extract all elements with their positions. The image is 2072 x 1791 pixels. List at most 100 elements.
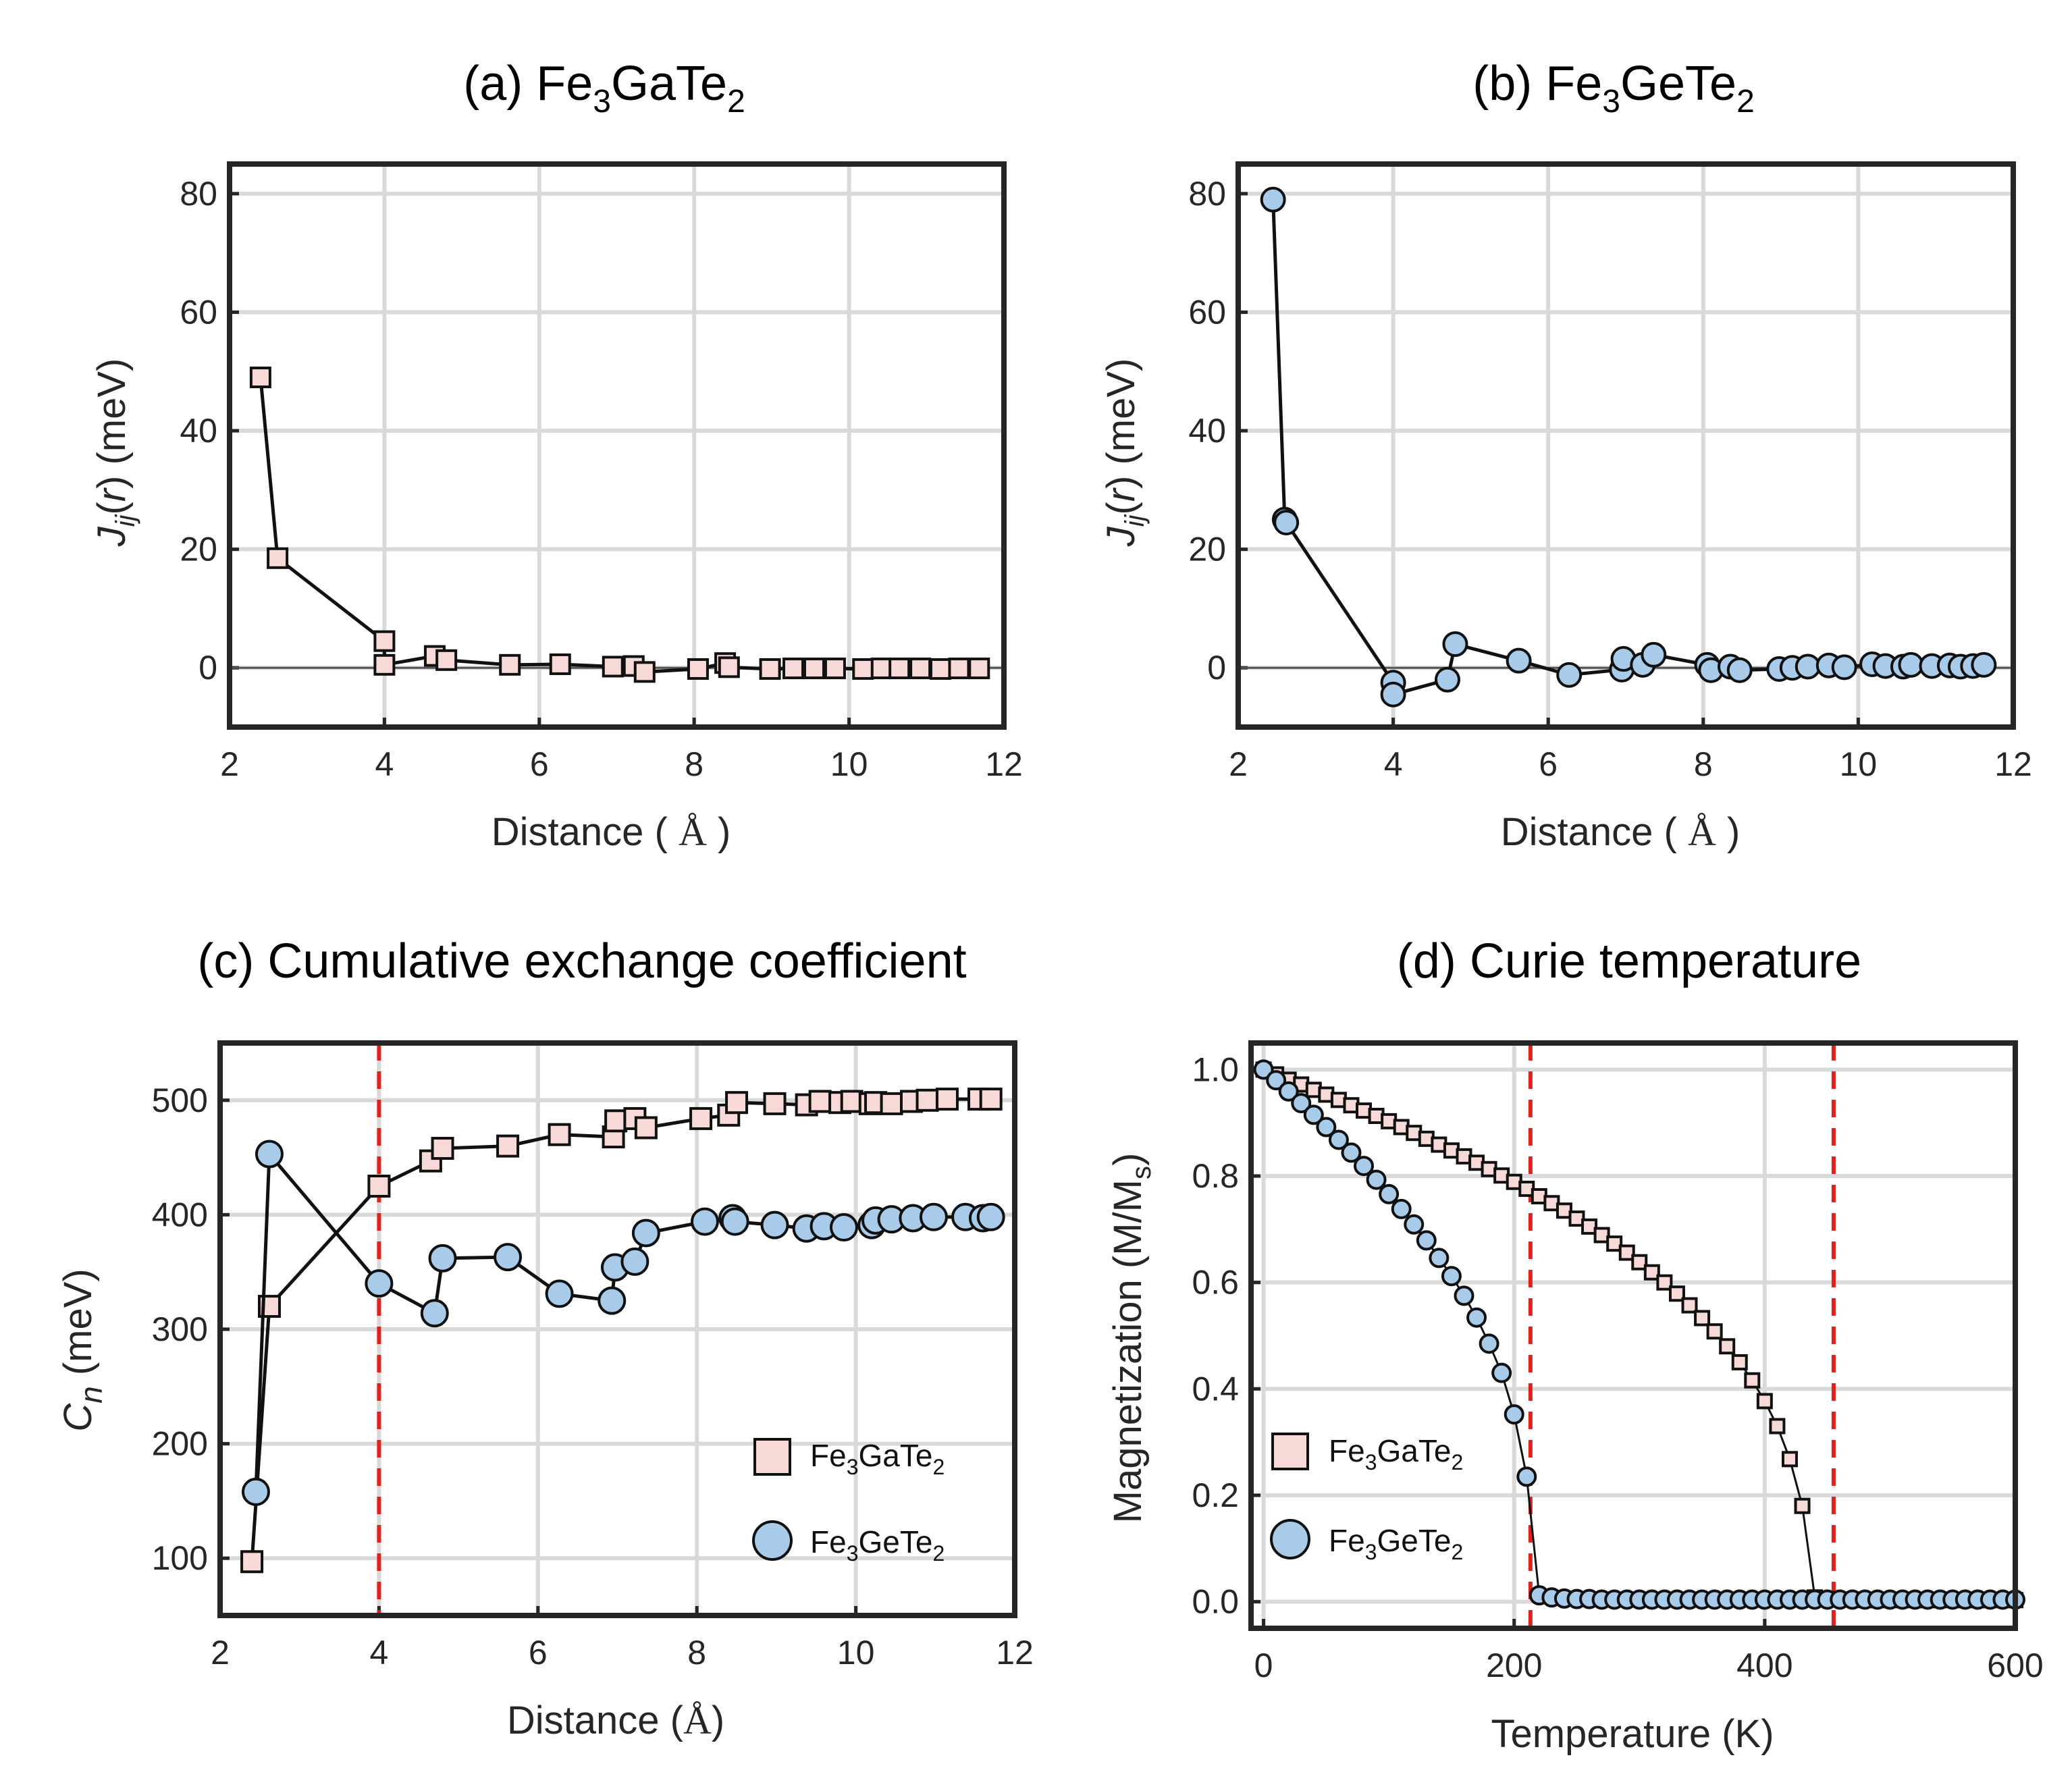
data-point-Fe3GeTe2 — [1354, 1156, 1375, 1177]
data-point-Fe3GeTe2 — [829, 1213, 858, 1242]
data-point-Fe3GeTe2 — [690, 1207, 719, 1236]
x-tick-label: 6 — [529, 1634, 548, 1672]
panel-d-legend: Fe3GaTe2 Fe3GeTe2 — [1270, 1433, 1463, 1564]
x-tick-label: 10 — [837, 1634, 875, 1672]
x-tick-label: 4 — [1384, 745, 1403, 783]
data-point-square — [968, 658, 990, 680]
y-tick-label: 0 — [198, 649, 217, 687]
y-tick-label: 400 — [152, 1196, 208, 1233]
data-point-Fe3GeTe2 — [620, 1247, 649, 1276]
data-point-Fe3GaTe2 — [240, 1550, 264, 1574]
data-point-Fe3GeTe2 — [1278, 1081, 1299, 1102]
panel-d-xlabel: Temperature (K) — [1491, 1712, 1774, 1756]
data-point-Fe3GeTe2 — [1316, 1117, 1337, 1138]
data-point-Fe3GaTe2 — [1781, 1451, 1798, 1468]
data-point-Fe3GeTe2 — [1416, 1230, 1437, 1251]
data-point-Fe3GeTe2 — [1391, 1198, 1412, 1219]
data-point-Fe3GeTe2 — [428, 1244, 457, 1273]
y-tick-label: 40 — [1188, 412, 1226, 450]
data-point-circle — [1273, 510, 1300, 536]
data-point-Fe3GeTe2 — [760, 1210, 789, 1239]
y-tick-label: 0.0 — [1192, 1583, 1239, 1621]
x-tick-label: 2 — [220, 745, 239, 783]
x-tick-label: 10 — [830, 745, 868, 783]
y-tick-label: 200 — [152, 1425, 208, 1463]
x-tick-label: 8 — [685, 745, 703, 783]
data-point-circle — [1442, 631, 1468, 658]
panel-d-ylabel: Magnetization (M/Ms) — [1106, 1153, 1157, 1524]
data-point-Fe3GeTe2 — [241, 1477, 270, 1506]
legend-c-gete-label: Fe3GeTe2 — [810, 1524, 945, 1566]
y-tick-label: 0.6 — [1192, 1264, 1239, 1302]
panel-c-title: (c) Cumulative exchange coefficient — [197, 934, 966, 988]
data-point-circle — [1726, 657, 1753, 683]
data-point-Fe3GaTe2 — [1744, 1372, 1761, 1389]
panel-b-xlabel: Distance ( Å ) — [1501, 810, 1741, 854]
axes-frame — [1248, 1040, 2018, 1631]
y-tick-label: 60 — [1188, 293, 1226, 331]
data-point-Fe3GeTe2 — [720, 1207, 749, 1236]
data-point-Fe3GaTe2 — [634, 1116, 658, 1140]
legend-c-circle-marker — [752, 1520, 793, 1561]
data-point-Fe3GaTe2 — [763, 1092, 787, 1115]
data-point-square — [499, 653, 521, 676]
x-tick-label: 2 — [1229, 745, 1248, 783]
panel-a-ylabel: Jij(r) (meV) — [90, 358, 140, 547]
data-point-square — [888, 658, 911, 680]
data-point-Fe3GaTe2 — [979, 1088, 1003, 1111]
data-point-square — [687, 658, 709, 680]
x-tick-label: 6 — [1539, 745, 1558, 783]
data-point-circle — [1380, 681, 1406, 707]
data-point-square — [948, 658, 970, 680]
data-point-Fe3GeTe2 — [597, 1286, 627, 1315]
data-point-Fe3GeTe2 — [919, 1202, 948, 1231]
data-point-Fe3GaTe2 — [1694, 1310, 1711, 1327]
panel-c-ylabel: Cn (meV) — [56, 1268, 109, 1431]
data-point-square — [435, 649, 458, 671]
data-point-circle — [1434, 666, 1460, 693]
y-tick-label: 300 — [152, 1310, 208, 1348]
y-tick-label: 60 — [180, 293, 217, 331]
data-point-square — [824, 658, 846, 680]
data-point-square — [373, 630, 396, 652]
axes-frame — [217, 1040, 1017, 1618]
data-point-Fe3GeTe2 — [1504, 1404, 1524, 1425]
x-tick-label: 12 — [985, 745, 1023, 783]
panel-b-title: (b) Fe3GeTe2 — [1472, 57, 1755, 119]
x-tick-label: 8 — [1694, 745, 1713, 783]
y-tick-label: 0.8 — [1192, 1157, 1239, 1195]
data-point-Fe3GaTe2 — [1668, 1285, 1685, 1302]
data-point-Fe3GaTe2 — [880, 1092, 903, 1115]
data-point-circle — [1795, 653, 1821, 680]
x-tick-label: 12 — [1994, 745, 2032, 783]
series-line — [259, 377, 980, 674]
series-line-Fe3GaTe2 — [1263, 1069, 2015, 1601]
data-point-Fe3GaTe2 — [915, 1088, 939, 1112]
data-point-Fe3GeTe2 — [1366, 1169, 1387, 1190]
data-point-Fe3GaTe2 — [808, 1090, 832, 1113]
data-point-Fe3GaTe2 — [1581, 1218, 1598, 1235]
y-tick-label: 80 — [1188, 175, 1226, 213]
y-tick-label: 20 — [180, 531, 217, 568]
data-point-Fe3GaTe2 — [1731, 1354, 1748, 1370]
data-point-Fe3GeTe2 — [1303, 1104, 1324, 1125]
panel-d-title: (d) Curie temperature — [1397, 934, 1861, 988]
data-point-Fe3GaTe2 — [1756, 1393, 1773, 1410]
x-tick-label: 2 — [211, 1634, 230, 1672]
x-tick-label: 12 — [996, 1634, 1034, 1672]
data-point-square — [759, 658, 781, 680]
data-point-Fe3GeTe2 — [1379, 1183, 1400, 1204]
y-tick-label: 500 — [152, 1081, 208, 1119]
data-point-square — [373, 653, 396, 676]
data-point-Fe3GeTe2 — [1341, 1142, 1362, 1163]
data-point-Fe3GaTe2 — [1643, 1264, 1660, 1281]
data-point-Fe3GaTe2 — [1593, 1227, 1610, 1244]
data-point-circle — [1831, 654, 1857, 680]
data-point-Fe3GeTe2 — [1266, 1070, 1287, 1091]
data-point-Fe3GaTe2 — [725, 1091, 749, 1115]
data-point-Fe3GeTe2 — [631, 1219, 660, 1248]
data-point-Fe3GeTe2 — [1516, 1466, 1537, 1487]
data-point-Fe3GeTe2 — [1479, 1333, 1499, 1354]
data-point-Fe3GeTe2 — [1404, 1214, 1425, 1235]
axes-frame — [227, 161, 1007, 730]
